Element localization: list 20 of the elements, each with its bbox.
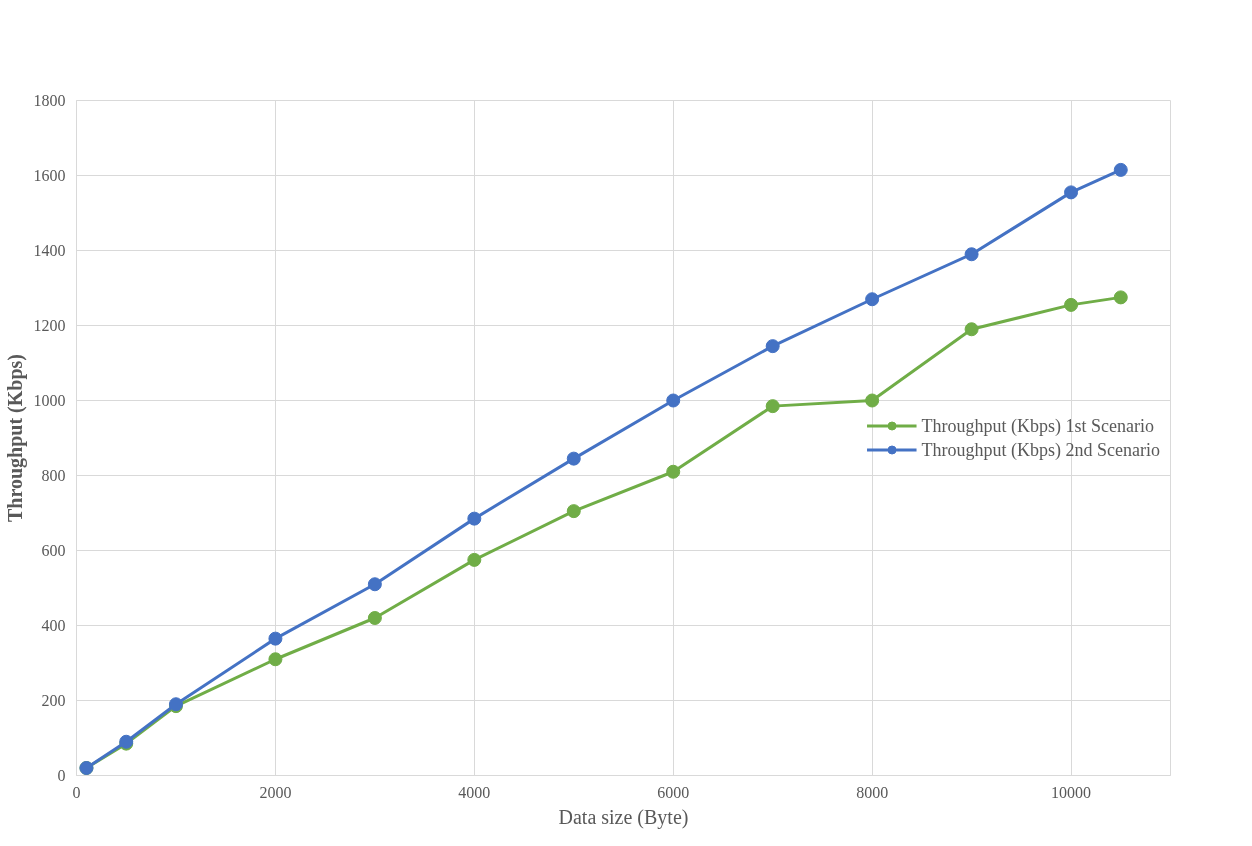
y-tick-label: 0 <box>57 767 66 784</box>
y-tick-label: 200 <box>41 692 66 709</box>
y-tick-label: 1400 <box>33 242 66 259</box>
x-tick-label: 10000 <box>1051 783 1092 801</box>
y-tick-label: 1600 <box>33 167 66 184</box>
y-tick-label: 800 <box>41 467 66 484</box>
x-tick-label: 8000 <box>856 783 889 801</box>
x-tick-label: 4000 <box>458 783 491 801</box>
y-tick-label: 1000 <box>33 392 66 409</box>
legend-label: Throughput (Kbps) 1st Scenario <box>921 415 1154 436</box>
y-tick-label: 1800 <box>33 92 66 109</box>
y-tick-label: 1200 <box>33 317 66 334</box>
x-tick-label: 6000 <box>657 783 690 801</box>
x-axis-title: Data size (Byte) <box>558 805 689 829</box>
y-tick-label: 400 <box>41 617 66 634</box>
legend-label: Throughput (Kbps) 2nd Scenario <box>921 439 1160 460</box>
y-tick-label: 600 <box>41 542 66 559</box>
x-tick-label: 2000 <box>259 783 292 801</box>
y-axis-title: Throughput (Kbps) <box>3 353 27 523</box>
x-tick-label: 0 <box>72 783 81 801</box>
